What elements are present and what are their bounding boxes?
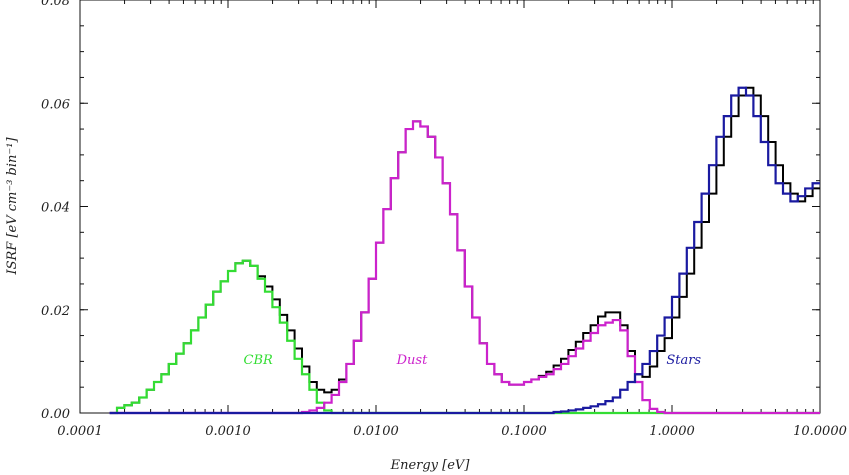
series-label-dust: Dust: [396, 353, 428, 368]
series-layer: [109, 86, 820, 415]
y-axis-title: ISRF [eV cm⁻³ bin⁻¹]: [5, 137, 20, 276]
x-tick-label: 10.0000: [793, 424, 847, 439]
x-tick-label: 0.0001: [57, 424, 103, 439]
y-tick-label: 0.02: [41, 304, 70, 319]
ticks-layer: 0.0001 0.0010 0.0100 0.1000 1.0000 10.0000 0.0…: [41, 0, 847, 439]
y-tick-label: 0.08: [41, 0, 70, 9]
series-stars-line: [109, 86, 820, 415]
labels-layer: CBR Dust Stars: [244, 353, 702, 368]
x-tick-label: 1.0000: [649, 424, 695, 439]
x-tick-label: 0.1000: [501, 424, 547, 439]
x-axis-title: Energy [eV]: [390, 458, 471, 473]
y-tick-label: 0.04: [41, 201, 70, 216]
series-label-cbr: CBR: [244, 353, 274, 368]
series-label-stars: Stars: [666, 353, 701, 368]
y-tick-label: 0.06: [41, 97, 70, 112]
x-tick-label: 0.0100: [353, 424, 399, 439]
y-tick-label: 0.00: [41, 407, 70, 422]
x-tick-label: 0.0010: [205, 424, 251, 439]
